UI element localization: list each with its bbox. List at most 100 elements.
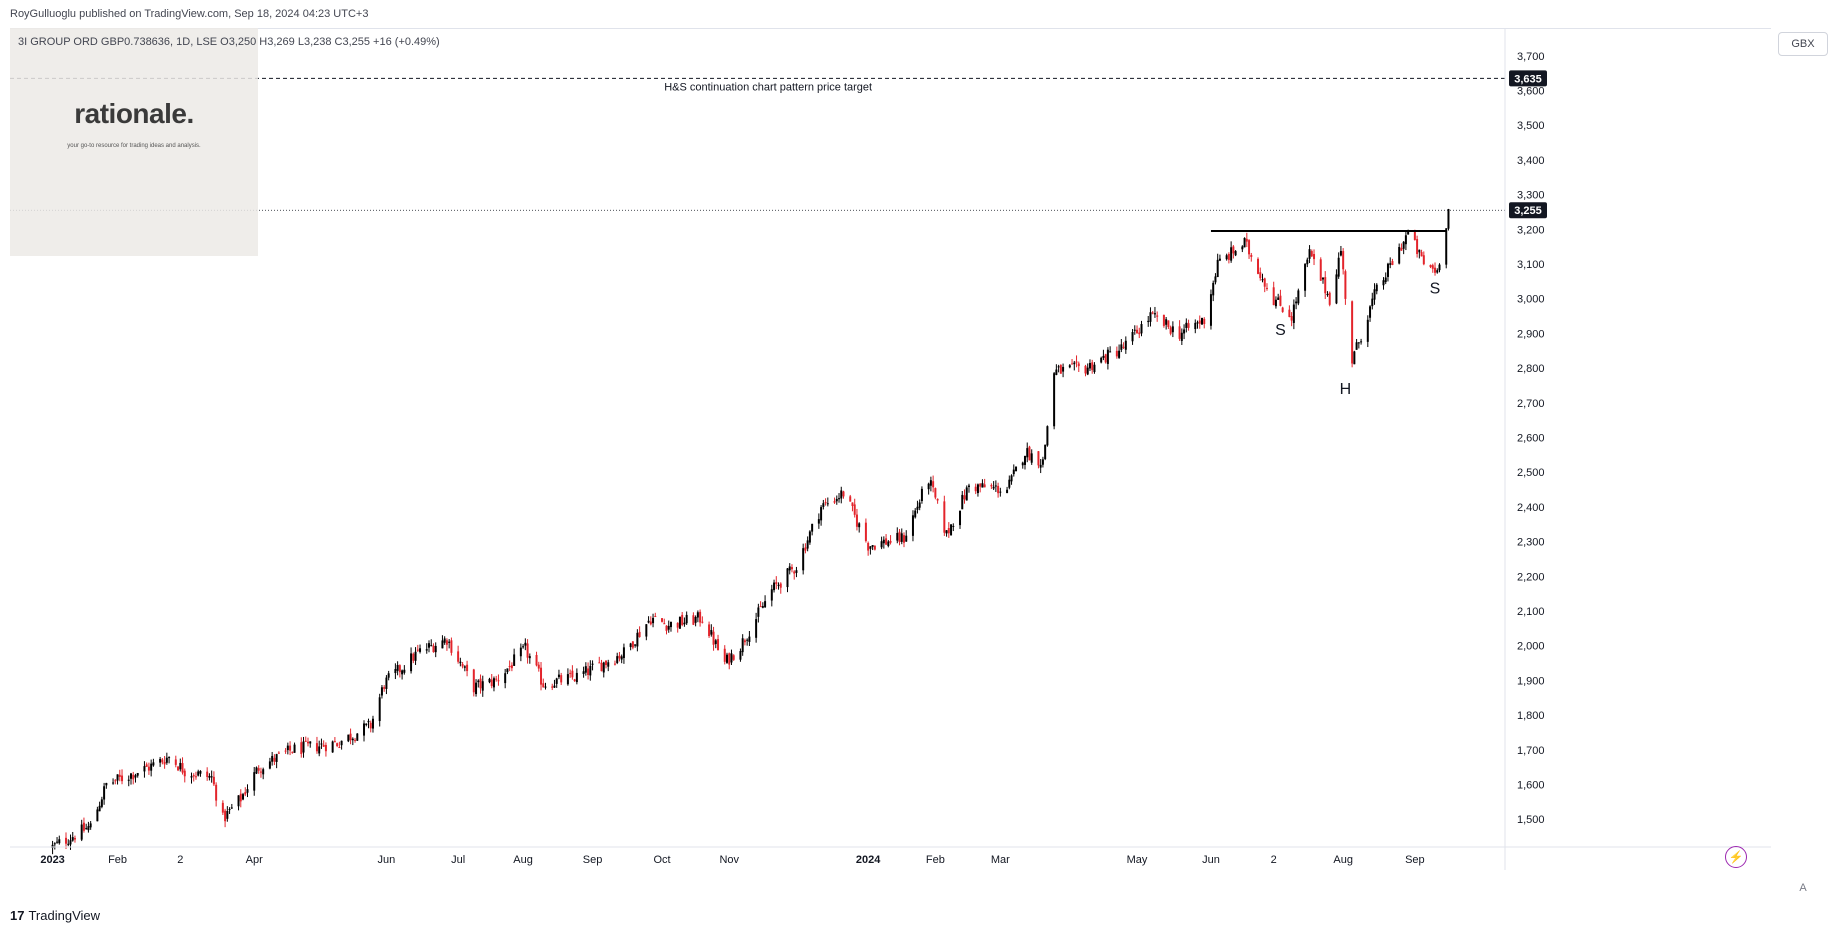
candle-body xyxy=(1122,346,1125,348)
y-tick-label: 1,500 xyxy=(1517,814,1545,826)
flash-icon[interactable]: ⚡ xyxy=(1725,846,1747,868)
price-chart[interactable]: H&S continuation chart pattern price tar… xyxy=(10,29,1771,870)
candle-body xyxy=(537,664,540,669)
candle-body xyxy=(802,548,805,571)
candle-body xyxy=(145,764,148,767)
candle-body xyxy=(669,621,672,628)
candle-body xyxy=(300,742,303,754)
candle-body xyxy=(1319,259,1322,281)
candle-body xyxy=(795,570,798,573)
candle-body xyxy=(1355,342,1358,350)
candle-body xyxy=(434,645,437,653)
x-tick-label: Mar xyxy=(991,854,1010,866)
candle-body xyxy=(183,770,186,777)
candle-body xyxy=(1292,304,1295,323)
candle-body xyxy=(665,625,668,631)
candle-body xyxy=(1304,264,1307,291)
candle-body xyxy=(69,840,72,845)
candle-body xyxy=(911,515,914,536)
candle-body xyxy=(551,686,554,688)
candle-body xyxy=(587,668,590,676)
candle-body xyxy=(1151,312,1154,314)
candle-body xyxy=(1306,259,1309,265)
candle-body xyxy=(1093,364,1096,373)
candle-body xyxy=(1124,340,1127,350)
candle-body xyxy=(1227,253,1230,260)
candle-body xyxy=(367,720,370,723)
candle-body xyxy=(853,504,856,515)
candle-body xyxy=(743,640,746,643)
candle-body xyxy=(1153,313,1156,315)
candle-body xyxy=(900,533,903,542)
candle-body xyxy=(779,583,782,588)
x-tick-label: Oct xyxy=(653,854,670,866)
candle-body xyxy=(602,662,605,673)
candle-body xyxy=(869,546,872,549)
candle-body xyxy=(770,589,773,601)
candle-body xyxy=(1109,351,1112,353)
candle-body xyxy=(1416,239,1419,255)
candle-body xyxy=(1445,228,1448,265)
candle-body xyxy=(1429,264,1432,268)
candle-body xyxy=(1178,326,1181,339)
candle-body xyxy=(73,837,76,840)
candle-body xyxy=(394,669,397,674)
candle-body xyxy=(1075,361,1078,363)
tradingview-logo[interactable]: 17 TradingView xyxy=(10,908,100,923)
auto-scale-button[interactable]: A xyxy=(1799,882,1807,894)
candle-body xyxy=(636,632,639,647)
candle-body xyxy=(591,663,594,665)
candle-body xyxy=(1248,240,1251,255)
candle-body xyxy=(363,723,366,736)
candle-body xyxy=(569,672,572,674)
candle-body xyxy=(723,648,726,662)
candle-body xyxy=(652,617,655,624)
candle-body xyxy=(136,773,139,776)
candle-body xyxy=(867,542,870,551)
candle-body xyxy=(351,738,354,741)
candle-body xyxy=(524,642,527,646)
candle-body xyxy=(271,755,274,762)
candle-body xyxy=(1241,246,1244,250)
candle-body xyxy=(432,645,435,653)
candle-body xyxy=(1353,351,1356,365)
candle-body xyxy=(1391,261,1394,265)
candle-body xyxy=(1218,258,1221,261)
y-tick-label: 3,300 xyxy=(1517,190,1545,202)
candle-body xyxy=(1012,469,1015,475)
candle-body xyxy=(1201,317,1203,325)
candle-body xyxy=(806,540,809,549)
candle-body xyxy=(459,661,462,664)
candle-body xyxy=(804,547,807,551)
candle-body xyxy=(1059,365,1062,374)
candle-body xyxy=(557,674,560,678)
candle-body xyxy=(410,653,413,672)
pattern-label: S xyxy=(1275,322,1286,339)
candle-body xyxy=(118,774,121,777)
candle-body xyxy=(1136,329,1139,334)
candle-body xyxy=(65,837,68,844)
candle-body xyxy=(983,484,986,488)
y-tick-label: 2,700 xyxy=(1517,398,1545,410)
symbol-legend[interactable]: 3I GROUP ORD GBP0.738636, 1D, LSE O3,250… xyxy=(18,36,440,48)
candle-body xyxy=(755,619,758,638)
candle-body xyxy=(492,678,495,688)
candle-body xyxy=(522,646,525,648)
candle-body xyxy=(952,525,955,527)
candle-body xyxy=(1041,459,1044,465)
chart-frame[interactable]: H&S continuation chart pattern price tar… xyxy=(10,28,1771,870)
candle-body xyxy=(385,677,388,689)
candle-body xyxy=(253,772,256,791)
candle-body xyxy=(1010,475,1013,482)
candle-body xyxy=(1328,292,1331,305)
candle-body xyxy=(1039,464,1042,468)
candle-body xyxy=(914,510,917,518)
candle-body xyxy=(98,805,101,812)
candle-body xyxy=(383,687,386,689)
candle-body xyxy=(1447,209,1450,229)
candle-body xyxy=(58,839,61,844)
candle-body xyxy=(508,666,511,668)
candle-body xyxy=(1234,251,1237,256)
currency-button[interactable]: GBX xyxy=(1778,32,1828,56)
y-tick-label: 2,200 xyxy=(1517,571,1545,583)
